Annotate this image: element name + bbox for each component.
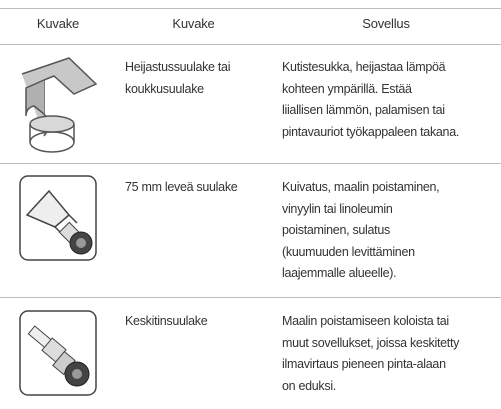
nozzle-name: Keskitinsuulake: [125, 314, 208, 328]
application-text: Kuivatus, maalin poistaminen,: [282, 180, 440, 194]
concentrator-nozzle-icon: [19, 310, 97, 396]
application-text: muut sovellukset, joissa keskitetty: [282, 335, 460, 350]
application-text: vinyylin tai linoleumin: [282, 201, 393, 216]
application-text: poistaminen, sulatus: [282, 223, 390, 237]
header-cell: Kuvake: [172, 16, 215, 31]
application-text: ilmavirtaus pieneen pinta-alaan: [282, 357, 446, 371]
application-text: Maalin poistamiseen koloista tai: [282, 314, 449, 328]
wide-nozzle-icon: [19, 175, 97, 261]
application-text: on eduksi.: [282, 378, 336, 393]
nozzle-name: Heijastussuulake tai: [125, 60, 231, 74]
row-rule: [0, 297, 501, 298]
header-cell: Kuvake: [36, 16, 80, 31]
reflector-nozzle-icon: [21, 57, 98, 153]
application-text: Kutistesukka, heijastaa lämpöä: [282, 60, 446, 74]
nozzle-name: koukkusuulake: [125, 81, 204, 96]
header-rule: [0, 44, 501, 45]
application-text: liiallisen lämmön, palamisen tai: [282, 103, 445, 117]
application-text: laajemmalle alueelle).: [282, 266, 397, 280]
header-cell: Sovellus: [362, 16, 410, 31]
row-rule: [0, 163, 501, 164]
application-text: pintavauriot työkappaleen takana.: [282, 124, 460, 139]
application-text: (kuumuuden levittäminen: [282, 244, 415, 259]
application-text: kohteen ympärillä. Estää: [282, 81, 412, 96]
top-rule: [0, 8, 501, 9]
nozzle-name: 75 mm leveä suulake: [125, 180, 238, 194]
